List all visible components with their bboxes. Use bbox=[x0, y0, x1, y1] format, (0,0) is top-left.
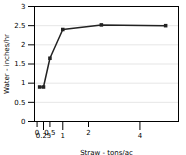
svg-text:2: 2 bbox=[21, 41, 25, 49]
svg-text:Straw - tons/ac: Straw - tons/ac bbox=[80, 149, 133, 155]
svg-text:0: 0 bbox=[21, 118, 25, 126]
svg-text:1: 1 bbox=[21, 79, 25, 87]
svg-text:Water - inches/hr: Water - inches/hr bbox=[3, 34, 11, 94]
svg-text:4: 4 bbox=[138, 132, 143, 140]
svg-text:2: 2 bbox=[86, 129, 90, 137]
svg-text:1.5: 1.5 bbox=[14, 60, 25, 68]
svg-text:1: 1 bbox=[61, 132, 65, 140]
svg-text:0.25: 0.25 bbox=[36, 132, 52, 140]
svg-text:3: 3 bbox=[21, 3, 25, 11]
svg-text:0.5: 0.5 bbox=[14, 99, 25, 107]
svg-text:2.5: 2.5 bbox=[14, 22, 25, 30]
